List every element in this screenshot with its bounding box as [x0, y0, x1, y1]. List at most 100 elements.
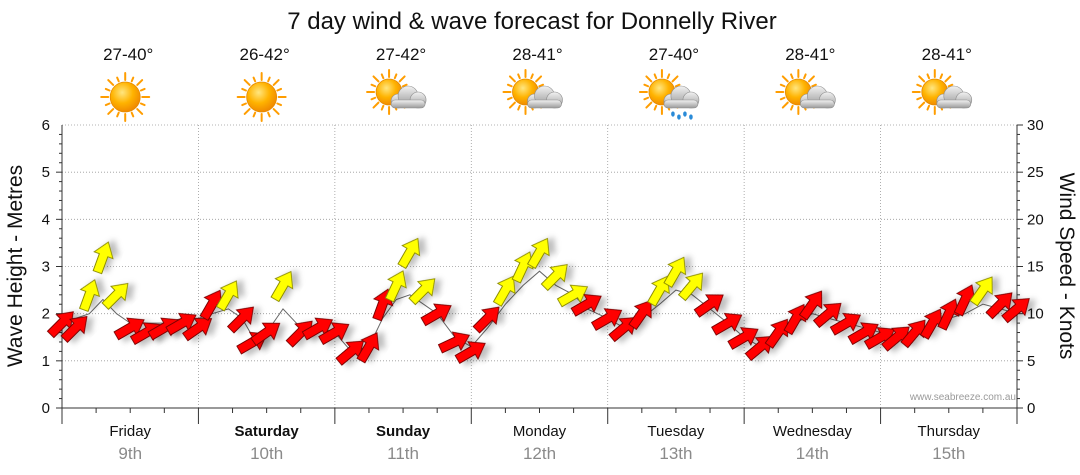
wind-arrow [969, 276, 993, 307]
wind-arrow [663, 256, 687, 288]
wind-arrow [556, 284, 589, 308]
sun-ray [645, 75, 653, 83]
wind-arrow [408, 278, 436, 306]
sun-ray [370, 83, 377, 88]
weather-sunny-icon [100, 72, 151, 122]
sun-ray [398, 75, 406, 83]
sun-ray [666, 73, 671, 80]
sun-ray [107, 108, 115, 115]
y-tick-label-left: 3 [42, 259, 50, 276]
day-temperature: 28-41° [512, 45, 562, 64]
sun-ray [107, 79, 115, 86]
sun-ray [380, 104, 385, 111]
sun-ray [538, 83, 545, 88]
sun-ray [267, 111, 271, 118]
sun-ray [643, 83, 650, 88]
cloud [527, 85, 563, 109]
y-tick-label-right: 15 [1027, 259, 1044, 276]
x-axis-day-labels: Friday 9th Saturday 10th Sunday 11th Monday 12t… [109, 423, 980, 463]
sun-ray [130, 76, 135, 83]
sun-ray [643, 96, 650, 101]
wind-arrow [492, 275, 516, 307]
sun-ray [130, 111, 135, 118]
y-axis-label-left: Wave Height - Metres [4, 165, 27, 367]
wind-arrow [511, 251, 534, 284]
sun-ray [243, 79, 251, 86]
wind-arrow [677, 272, 704, 302]
y-axis-label-right: Wind Speed - Knots [1055, 173, 1078, 360]
x-date-label: 13th [659, 444, 692, 463]
wind-arrow [900, 319, 926, 349]
sun-ray [116, 111, 120, 118]
y-tick-label-left: 6 [42, 117, 50, 134]
sun-ray [779, 83, 786, 88]
sun-ray [653, 73, 658, 80]
chart-grid [62, 124, 1017, 408]
day-temperature: 27-40° [103, 45, 153, 64]
cloud [800, 85, 836, 109]
x-date-label: 12th [523, 444, 556, 463]
wind-arrow [540, 264, 568, 292]
sun-ray [671, 75, 679, 83]
sun-ray [926, 73, 931, 80]
sun-ray [916, 96, 922, 101]
sun-ray [506, 96, 513, 101]
sun-ray [807, 75, 815, 83]
sun-ray [947, 83, 954, 88]
sun-ray [372, 101, 380, 109]
wind-arrow [250, 322, 281, 346]
x-date-label: 9th [118, 444, 142, 463]
sun-ray [811, 83, 817, 88]
wind-arrow [647, 275, 670, 307]
rain-drop [677, 114, 681, 120]
sun-ray [139, 102, 146, 107]
y-tick-label-right: 5 [1027, 353, 1035, 370]
sun-ray [241, 102, 247, 107]
day-forecast-header: 27-40° 26-42° 27-42° 28-41° 27-40° 28-41° 28-4… [100, 45, 973, 122]
rain-drop [671, 111, 675, 117]
x-day-label: Sunday [376, 423, 431, 440]
y-tick-label-left: 4 [42, 211, 50, 228]
sun-ray [104, 87, 111, 92]
sun-disc [246, 81, 278, 113]
day-temperature: 26-42° [240, 45, 290, 64]
sun-ray [370, 96, 377, 101]
x-day-label: Tuesday [647, 423, 704, 440]
wind-arrow [356, 332, 380, 364]
wind-arrow [829, 312, 862, 336]
sun-ray [104, 102, 111, 107]
wind-arrow-series [46, 237, 1030, 366]
day-temperature: 27-40° [649, 45, 699, 64]
y-tick-label-right: 20 [1027, 211, 1044, 228]
sun-ray [241, 87, 247, 92]
sun-ray [372, 75, 380, 83]
wind-arrow [397, 237, 421, 270]
cloud-base [390, 99, 426, 109]
wind-arrow [590, 308, 623, 331]
y-tick-label-left: 1 [42, 353, 50, 370]
sun-ray [916, 83, 922, 88]
cloud-base [800, 99, 835, 109]
wind-arrow [215, 280, 239, 312]
watermark: www.seabreeze.com.au [909, 392, 1016, 403]
sun-ray [779, 96, 786, 101]
wind-arrow [92, 241, 114, 275]
sun-ray [674, 83, 681, 88]
day-temperature: 28-41° [785, 45, 835, 64]
y-tick-label-right: 25 [1027, 164, 1044, 181]
x-date-label: 14th [796, 444, 829, 463]
sun-ray [781, 101, 789, 109]
chart-title: 7 day wind & wave forecast for Donnelly … [287, 8, 777, 35]
sun-ray [401, 83, 408, 88]
weather-sunny-icon [236, 72, 287, 122]
sun-ray [790, 73, 794, 80]
wind-arrow [226, 306, 254, 334]
wind-arrow [693, 294, 724, 318]
x-date-label: 15th [932, 444, 965, 463]
cloud-base [663, 99, 699, 109]
sun-ray [530, 73, 534, 80]
sun-ray [116, 76, 120, 83]
sun-ray [803, 73, 807, 80]
sun-ray [517, 104, 521, 111]
